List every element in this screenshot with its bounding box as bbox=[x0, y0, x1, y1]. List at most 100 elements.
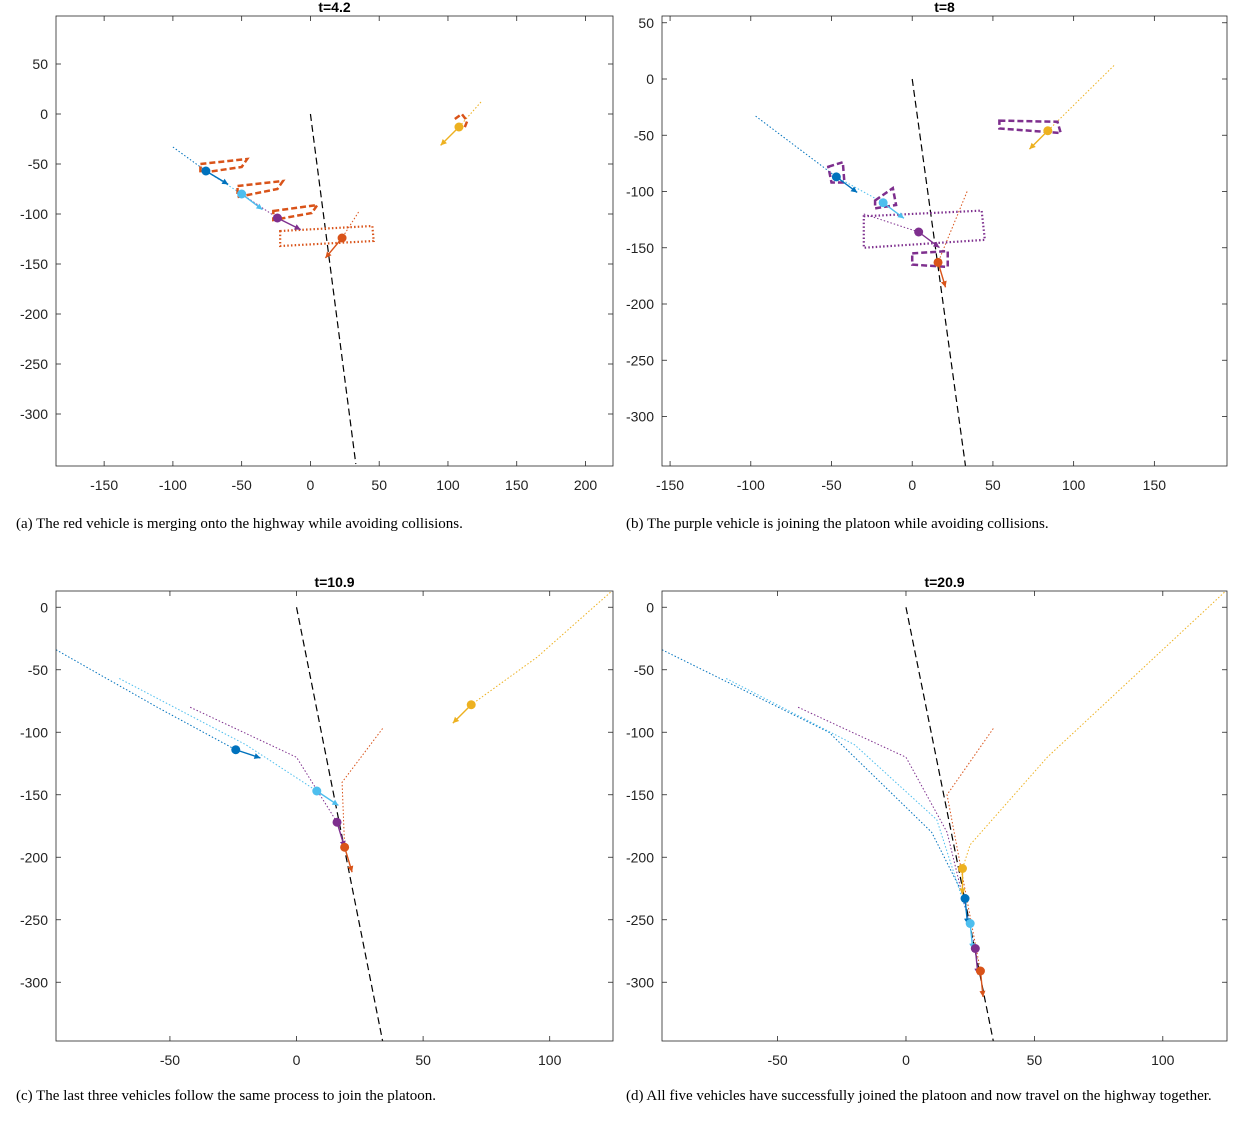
y-tick-label: -50 bbox=[634, 127, 654, 143]
axes-frame bbox=[661, 15, 1228, 467]
y-tick-label: 0 bbox=[40, 599, 48, 615]
purple-trail bbox=[797, 706, 976, 949]
x-tick-label: -100 bbox=[737, 477, 765, 493]
x-tick-label: 100 bbox=[1062, 477, 1086, 493]
purple-vehicle bbox=[970, 944, 980, 953]
plot-c: t=10.9 -50 0 50 100 0 -50 -100 -150 -200 -250 -300 bbox=[20, 574, 614, 1068]
y-tick-label: -250 bbox=[20, 356, 48, 372]
light_blue-vehicle bbox=[312, 786, 322, 796]
purple-trail bbox=[189, 706, 338, 823]
y-tick-label: -100 bbox=[20, 206, 48, 222]
subplot-a: t=4.2 -150 -100 -50 0 50 100 150 200 50 0 -50 -100 -1… bbox=[0, 0, 618, 570]
yellow-trail bbox=[470, 591, 611, 706]
purple-safety-box bbox=[998, 119, 1063, 135]
x-tick-label: 100 bbox=[538, 1052, 562, 1068]
x-tick-label: 50 bbox=[371, 477, 387, 493]
y-tick-label: -250 bbox=[626, 352, 654, 368]
plot-d: t=20.9 -50 0 50 100 0 -50 -100 -150 -200 -250 -300 bbox=[626, 574, 1228, 1068]
highway-line bbox=[309, 113, 357, 465]
red-safety-box bbox=[199, 157, 250, 175]
dark_blue-trail bbox=[56, 649, 236, 751]
plot-area bbox=[56, 591, 611, 1041]
subplot-c: t=10.9 -50 0 50 100 0 -50 -100 -150 -200 -250 -300 … bbox=[0, 574, 618, 1137]
light_blue-arrow-head bbox=[897, 212, 904, 219]
plot-area bbox=[172, 101, 482, 465]
highway-line bbox=[905, 607, 994, 1041]
highway-line bbox=[911, 78, 967, 466]
purple-safety-box bbox=[862, 209, 987, 249]
dark_blue-vehicle bbox=[960, 894, 970, 903]
y-tick-label: -200 bbox=[626, 849, 654, 865]
dark_blue-trail bbox=[662, 649, 966, 899]
y-tick-label: -200 bbox=[20, 306, 48, 322]
yellow-trail bbox=[962, 591, 1225, 869]
x-tick-label: 150 bbox=[505, 477, 529, 493]
purple-vehicle bbox=[332, 817, 342, 827]
dark_blue-vehicle bbox=[201, 166, 211, 176]
x-tick-label: 0 bbox=[908, 477, 916, 493]
x-tick-label: -50 bbox=[767, 1052, 787, 1068]
plot-area bbox=[662, 591, 1225, 1041]
yellow-vehicle bbox=[1043, 126, 1053, 136]
red-vehicle bbox=[340, 842, 350, 852]
chart-title: t=10.9 bbox=[314, 574, 354, 590]
red-trail bbox=[946, 728, 994, 972]
dark_blue-trail bbox=[755, 115, 837, 178]
red-safety-box bbox=[272, 203, 320, 222]
y-tick-label: -200 bbox=[626, 296, 654, 312]
light_blue-arrow-head bbox=[331, 799, 339, 806]
purple-safety-box bbox=[910, 249, 949, 269]
light_blue-trail bbox=[119, 678, 318, 792]
x-tick-label: 100 bbox=[436, 477, 460, 493]
yellow-arrow-head bbox=[440, 139, 447, 146]
red-safety-box bbox=[279, 224, 375, 248]
red-vehicle bbox=[337, 233, 347, 243]
yellow-vehicle bbox=[957, 864, 967, 873]
y-tick-label: -300 bbox=[626, 409, 654, 425]
red-arrow-head bbox=[979, 990, 986, 997]
dark_blue-arrow-head bbox=[850, 186, 858, 193]
x-tick-label: -50 bbox=[821, 477, 841, 493]
light_blue-vehicle bbox=[965, 919, 975, 928]
axes-frame bbox=[55, 590, 614, 1042]
red-arrow-head bbox=[347, 865, 354, 873]
y-tick-label: -50 bbox=[28, 156, 48, 172]
y-tick-label: -100 bbox=[626, 724, 654, 740]
y-tick-label: -150 bbox=[20, 256, 48, 272]
caption-c: (c) The last three vehicles follow the s… bbox=[16, 1088, 437, 1104]
y-tick-label: 0 bbox=[646, 71, 654, 87]
yellow-vehicle bbox=[466, 700, 476, 710]
light_blue-trail bbox=[725, 678, 971, 924]
plot-b: t=8 -150 -100 -50 0 50 100 150 50 0 -50 -100 -150 -20… bbox=[626, 0, 1228, 493]
y-tick-label: -250 bbox=[20, 912, 48, 928]
subplot-d: t=20.9 -50 0 50 100 0 -50 -100 -150 -200 -250 -300 … bbox=[616, 574, 1233, 1137]
axes-frame bbox=[55, 15, 614, 467]
x-tick-label: -50 bbox=[160, 1052, 180, 1068]
y-tick-label: -300 bbox=[626, 974, 654, 990]
x-tick-label: 0 bbox=[307, 477, 315, 493]
red-arrow-head bbox=[325, 251, 332, 258]
x-tick-label: -150 bbox=[656, 477, 684, 493]
x-tick-label: 100 bbox=[1151, 1052, 1175, 1068]
yellow-arrow-head bbox=[1029, 142, 1036, 150]
y-tick-label: -50 bbox=[634, 662, 654, 678]
x-tick-label: 150 bbox=[1143, 477, 1167, 493]
purple-safety-box bbox=[826, 160, 846, 184]
plot-area bbox=[755, 65, 1115, 466]
subplot-b: t=8 -150 -100 -50 0 50 100 150 50 0 -50 -100 -150 -20… bbox=[616, 0, 1233, 570]
red-arrow-head bbox=[940, 280, 947, 288]
x-tick-label: 50 bbox=[1027, 1052, 1043, 1068]
dark_blue-arrow-head bbox=[221, 178, 229, 185]
chart-title: t=8 bbox=[934, 0, 955, 15]
light_blue-arrow-head bbox=[255, 203, 263, 210]
light_blue-vehicle bbox=[237, 189, 247, 199]
red-trail bbox=[341, 211, 359, 239]
purple-vehicle bbox=[914, 227, 924, 237]
y-tick-label: -200 bbox=[20, 849, 48, 865]
y-tick-label: 50 bbox=[32, 56, 48, 72]
chart-title: t=20.9 bbox=[924, 574, 964, 590]
red-vehicle bbox=[933, 257, 943, 267]
y-tick-label: 50 bbox=[638, 15, 654, 31]
y-tick-label: -150 bbox=[626, 787, 654, 803]
y-tick-label: 0 bbox=[40, 106, 48, 122]
